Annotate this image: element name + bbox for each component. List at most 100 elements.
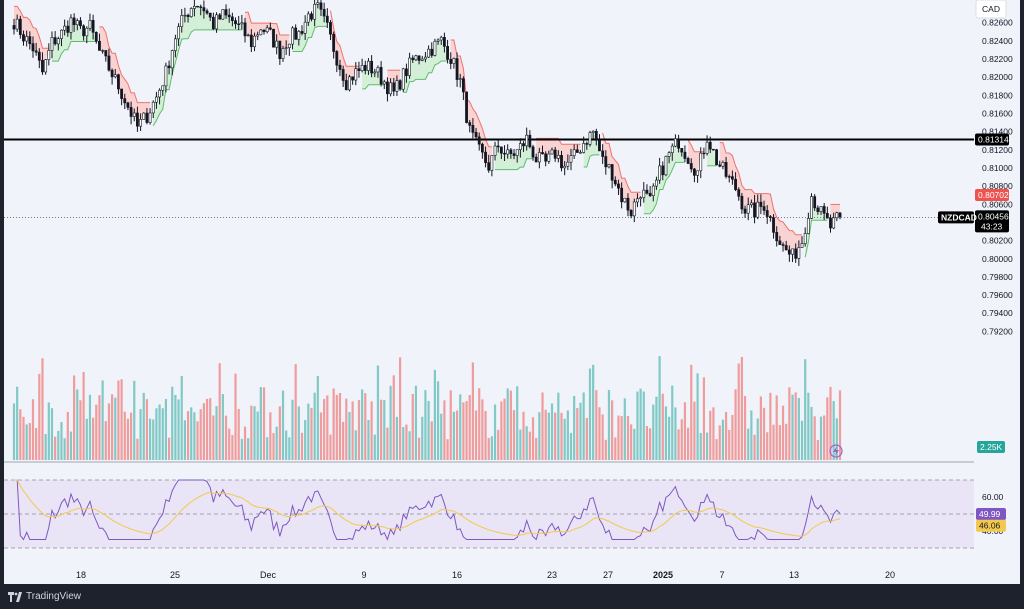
candle[interactable] — [367, 58, 370, 75]
candle[interactable] — [221, 9, 225, 20]
candle[interactable] — [493, 141, 497, 161]
chart-frame[interactable]: CAD 0.82600 0.82400 0.82200 0.82000 0.81800 0.… — [4, 0, 1020, 584]
candle[interactable] — [376, 65, 380, 78]
candle[interactable] — [781, 242, 785, 252]
candle[interactable] — [566, 154, 570, 170]
candle[interactable] — [730, 170, 734, 185]
candle[interactable] — [79, 17, 82, 30]
candle[interactable] — [689, 158, 693, 173]
price-pane[interactable] — [4, 0, 974, 266]
candle[interactable] — [224, 4, 228, 19]
candle[interactable] — [411, 55, 415, 64]
candle[interactable] — [506, 144, 510, 159]
candle[interactable] — [370, 55, 374, 78]
candle[interactable] — [189, 7, 193, 18]
candle[interactable] — [237, 15, 241, 31]
candle[interactable] — [607, 163, 611, 169]
candle[interactable] — [424, 51, 427, 63]
candle[interactable] — [465, 91, 468, 124]
candle[interactable] — [15, 14, 19, 32]
candle[interactable] — [294, 24, 298, 40]
candle[interactable] — [322, 2, 326, 23]
candle[interactable] — [60, 29, 63, 47]
candle[interactable] — [636, 193, 639, 208]
candle[interactable] — [791, 248, 794, 263]
candle[interactable] — [297, 30, 301, 46]
candle[interactable] — [674, 134, 677, 148]
candle[interactable] — [420, 55, 424, 62]
candle[interactable] — [284, 40, 288, 55]
candle[interactable] — [12, 18, 16, 35]
candle[interactable] — [512, 149, 516, 160]
candle[interactable] — [528, 130, 532, 149]
candle[interactable] — [382, 79, 386, 90]
candle[interactable] — [136, 106, 139, 132]
candle[interactable] — [262, 29, 266, 35]
candle[interactable] — [268, 22, 272, 31]
candle[interactable] — [129, 101, 133, 125]
candle[interactable] — [768, 215, 772, 222]
candle[interactable] — [550, 147, 554, 155]
candle[interactable] — [591, 130, 595, 139]
candle[interactable] — [433, 38, 437, 57]
candle[interactable] — [651, 183, 655, 202]
candle[interactable] — [240, 14, 244, 30]
candle[interactable] — [632, 198, 636, 223]
candle[interactable] — [53, 31, 57, 46]
candle[interactable] — [699, 147, 703, 179]
symbol-tag-bg[interactable] — [938, 211, 974, 224]
candle[interactable] — [414, 54, 418, 62]
candle[interactable] — [629, 209, 633, 219]
candle[interactable] — [610, 164, 614, 189]
candle[interactable] — [702, 147, 706, 159]
candle[interactable] — [351, 76, 355, 85]
candle[interactable] — [110, 68, 114, 85]
candle[interactable] — [132, 108, 136, 122]
candle[interactable] — [379, 61, 383, 87]
candle[interactable] — [174, 34, 177, 58]
candle[interactable] — [354, 62, 358, 86]
candle[interactable] — [275, 34, 279, 55]
candle[interactable] — [139, 113, 142, 132]
candle[interactable] — [772, 214, 775, 239]
candle[interactable] — [69, 14, 73, 40]
candle[interactable] — [37, 48, 41, 69]
candle[interactable] — [360, 58, 364, 73]
chart-canvas[interactable]: CAD 0.82600 0.82400 0.82200 0.82000 0.81800 0.… — [4, 0, 1020, 584]
time-axis[interactable]: 18 25 Dec 9 16 23 27 2025 7 13 20 — [4, 566, 1020, 584]
candle[interactable] — [452, 57, 456, 69]
candle[interactable] — [639, 196, 643, 207]
alert-bolt-icon[interactable] — [829, 444, 843, 458]
candle[interactable] — [123, 93, 127, 110]
candle[interactable] — [759, 194, 763, 215]
candle[interactable] — [825, 206, 829, 219]
candle[interactable] — [88, 13, 92, 31]
candle[interactable] — [655, 176, 658, 190]
candle[interactable] — [332, 31, 336, 59]
candle[interactable] — [737, 187, 741, 201]
candle[interactable] — [471, 118, 475, 139]
candle[interactable] — [170, 49, 174, 76]
candle[interactable] — [215, 12, 218, 33]
candle[interactable] — [743, 205, 747, 218]
brand[interactable]: TradingView — [8, 591, 81, 602]
candle[interactable] — [721, 160, 725, 170]
candle[interactable] — [765, 205, 769, 224]
candle[interactable] — [183, 7, 187, 23]
candle[interactable] — [192, 0, 196, 17]
candle[interactable] — [272, 28, 275, 48]
candle[interactable] — [427, 45, 430, 58]
candle[interactable] — [164, 62, 168, 93]
candle[interactable] — [604, 150, 608, 175]
candle[interactable] — [41, 52, 44, 75]
candle[interactable] — [531, 144, 535, 161]
candle[interactable] — [756, 194, 760, 220]
price-axis[interactable]: CAD 0.82600 0.82400 0.82200 0.82000 0.81800 0.… — [938, 0, 1020, 584]
candle[interactable] — [746, 197, 750, 221]
candle[interactable] — [398, 79, 402, 91]
candle[interactable] — [734, 172, 737, 192]
candle[interactable] — [832, 212, 836, 230]
candle[interactable] — [234, 17, 237, 29]
candle[interactable] — [585, 141, 589, 150]
candle[interactable] — [155, 91, 158, 109]
